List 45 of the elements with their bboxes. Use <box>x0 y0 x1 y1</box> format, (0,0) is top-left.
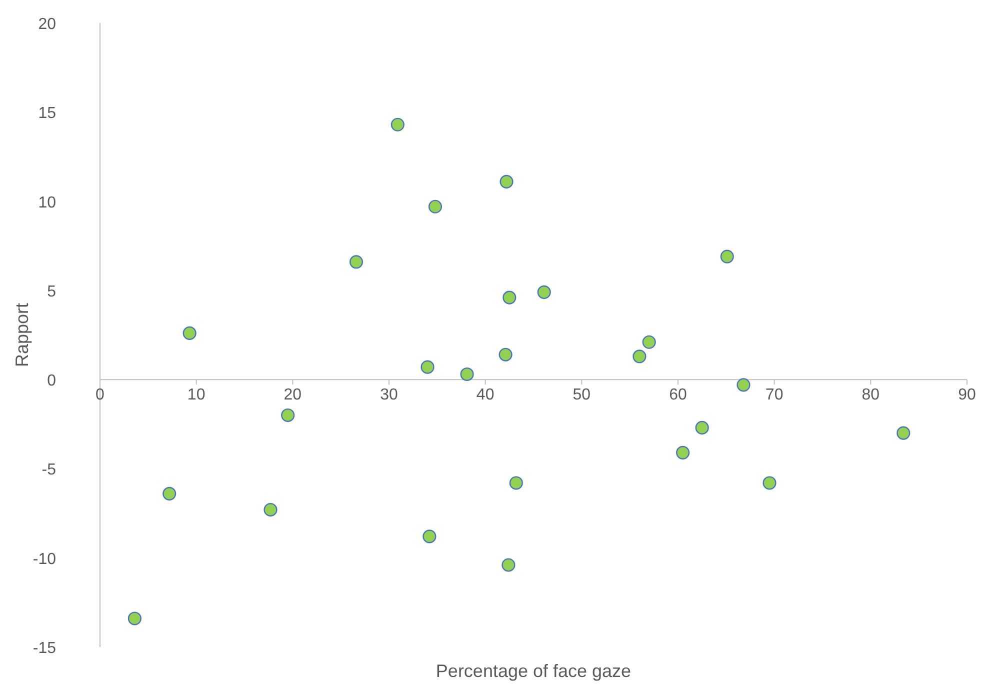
point <box>264 502 278 516</box>
point <box>676 446 690 460</box>
y-tick-label: 0 <box>47 372 56 390</box>
point <box>642 335 656 349</box>
y-tick-label: 20 <box>38 16 56 33</box>
point <box>390 118 404 132</box>
x-tick-label: 70 <box>765 386 784 404</box>
point <box>736 378 750 392</box>
point <box>460 367 474 381</box>
point <box>162 486 176 500</box>
point <box>349 255 364 269</box>
point <box>500 174 514 188</box>
x-tick-label: 60 <box>669 386 687 404</box>
x-tick-label: 0 <box>96 386 105 404</box>
point <box>502 558 516 572</box>
point <box>632 350 646 364</box>
point <box>281 408 295 422</box>
y-tick-label: 15 <box>38 105 56 122</box>
point <box>509 476 523 490</box>
y-tick-label: -5 <box>42 462 56 479</box>
x-tick-label: 20 <box>284 386 302 404</box>
x-tick-label: 40 <box>476 386 494 404</box>
point <box>428 200 442 214</box>
x-tick-label: 80 <box>862 386 880 404</box>
point <box>498 348 512 362</box>
x-tick-label: 10 <box>187 386 206 404</box>
point <box>420 360 434 374</box>
point <box>896 426 910 440</box>
y-tick-label: -10 <box>32 550 56 568</box>
x-tick-label: 90 <box>958 386 976 404</box>
y-tick-label: -15 <box>32 640 56 657</box>
y-tick-label: 5 <box>47 283 56 300</box>
point <box>422 530 436 544</box>
y-axis-title: Rapport <box>12 302 32 368</box>
point <box>182 326 196 340</box>
point <box>502 290 516 304</box>
y-tick-label: 10 <box>38 194 56 212</box>
point <box>762 476 776 490</box>
point <box>128 612 142 626</box>
point <box>537 285 551 299</box>
point <box>695 420 709 434</box>
x-tick-label: 30 <box>380 386 398 404</box>
x-axis-title: Percentage of face gaze <box>436 661 632 681</box>
x-tick-label: 50 <box>572 386 591 404</box>
point <box>720 250 734 264</box>
